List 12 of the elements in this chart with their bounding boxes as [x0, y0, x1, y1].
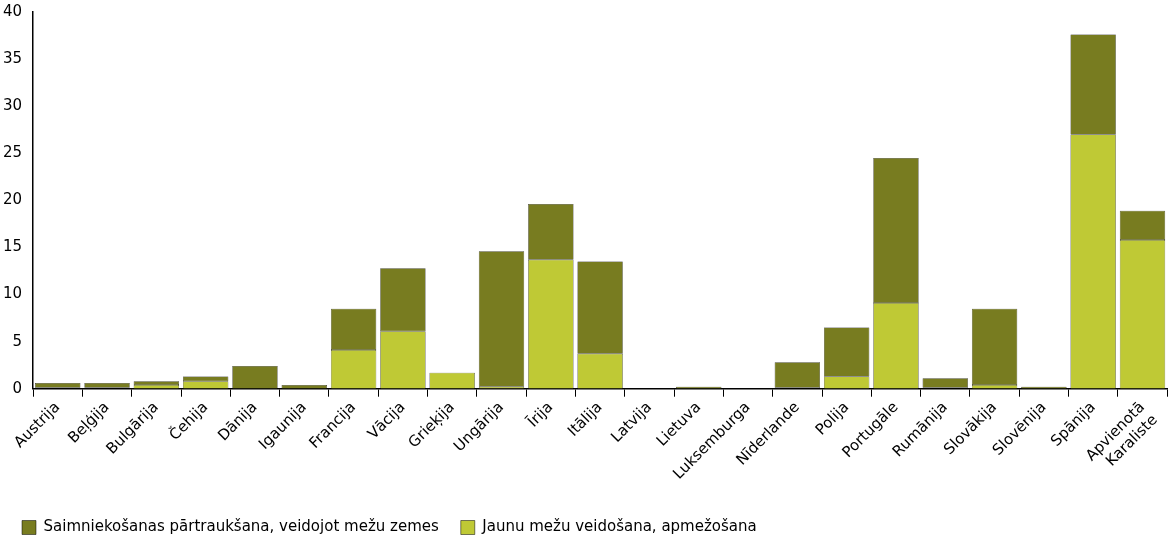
legend-label: Saimniekošanas pārtraukšana, veidojot mežu zemes	[43, 517, 439, 536]
y-tick-label: 20	[2, 190, 23, 209]
y-tick-label: 5	[12, 331, 23, 350]
y-tick-label: 40	[2, 1, 23, 20]
y-tick-label: 10	[2, 284, 23, 303]
y-tick-label: 0	[12, 378, 23, 397]
legend-label: Jaunu mežu veidošana, apmežošana	[481, 517, 757, 536]
y-tick-label: 30	[2, 96, 23, 115]
y-tick-label: 35	[2, 48, 23, 67]
y-tick-label: 25	[2, 143, 23, 162]
x-tick-label: Īrija	[523, 397, 557, 431]
y-tick-label: 15	[2, 237, 23, 256]
